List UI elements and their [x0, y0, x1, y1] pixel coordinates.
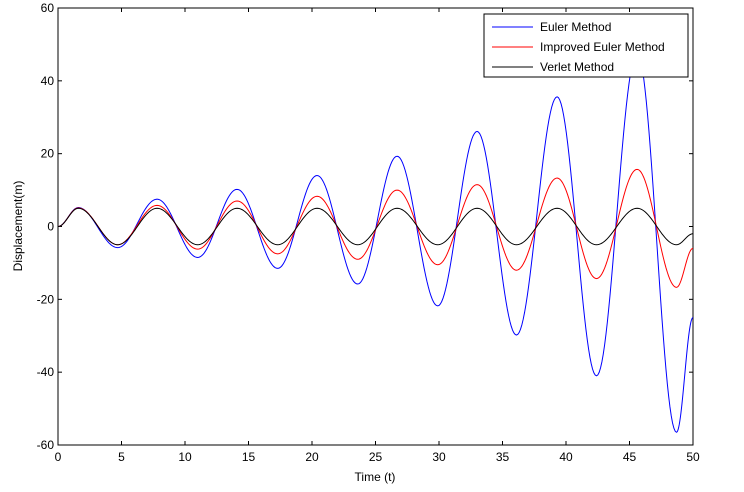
y-tick-label: 0	[47, 220, 54, 234]
legend: Euler Method Improved Euler Method Verle…	[483, 13, 689, 78]
y-tick-label: -60	[37, 438, 55, 452]
x-tick-label: 30	[432, 450, 446, 464]
x-tick-label: 20	[305, 450, 319, 464]
x-axis-ticks: 0 5 10 15 20 25 30 35 40 45 50	[55, 8, 700, 464]
y-tick-label: 60	[41, 1, 55, 15]
x-tick-label: 45	[623, 450, 637, 464]
legend-label-euler: Euler Method	[540, 20, 611, 34]
x-tick-label: 5	[118, 450, 125, 464]
x-tick-label: 15	[242, 450, 256, 464]
y-tick-label: 20	[41, 147, 55, 161]
plot-area	[57, 7, 694, 446]
x-tick-label: 0	[55, 450, 62, 464]
y-tick-label: -40	[37, 365, 55, 379]
series-layer	[58, 52, 693, 433]
x-axis-label: Time (t)	[355, 470, 396, 484]
x-tick-label: 40	[559, 450, 573, 464]
x-tick-label: 35	[496, 450, 510, 464]
y-axis-ticks: -60 -40 -20 0 20 40 60	[37, 1, 693, 452]
y-tick-label: -20	[37, 292, 55, 306]
x-tick-label: 50	[686, 450, 700, 464]
x-tick-label: 25	[369, 450, 383, 464]
y-axis-label: Displacement(m)	[11, 181, 25, 272]
legend-label-verlet: Verlet Method	[540, 60, 614, 74]
series-line-2	[58, 207, 693, 246]
legend-label-improved-euler: Improved Euler Method	[540, 40, 665, 54]
series-line-1	[58, 168, 693, 288]
series-line-0	[58, 52, 693, 433]
x-tick-label: 10	[178, 450, 192, 464]
y-tick-label: 40	[41, 74, 55, 88]
